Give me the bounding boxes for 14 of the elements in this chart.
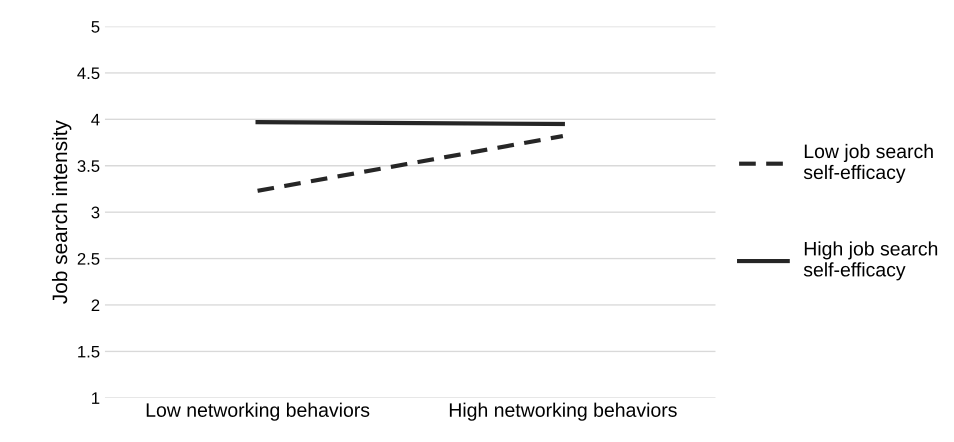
x-tick-label: Low networking behaviors: [146, 402, 370, 421]
legend-label: High job search self-efficacy: [804, 241, 938, 280]
y-axis-title: Job search intensity: [52, 120, 72, 304]
x-tick-label: High networking behaviors: [450, 402, 677, 421]
y-tick-label: 3.5: [78, 160, 100, 172]
y-tick-label: 5: [91, 21, 100, 33]
y-tick-label: 2.5: [78, 252, 100, 265]
y-tick-label: 4.5: [77, 68, 100, 80]
y-tick-label: 1.5: [78, 346, 100, 358]
y-tick-label: 2: [92, 299, 100, 312]
y-tick-label: 1: [92, 392, 100, 404]
y-tick-label: 3: [91, 206, 100, 218]
legend-label: Low job search self-efficacy: [804, 144, 933, 183]
y-tick-label: 4: [91, 114, 100, 126]
